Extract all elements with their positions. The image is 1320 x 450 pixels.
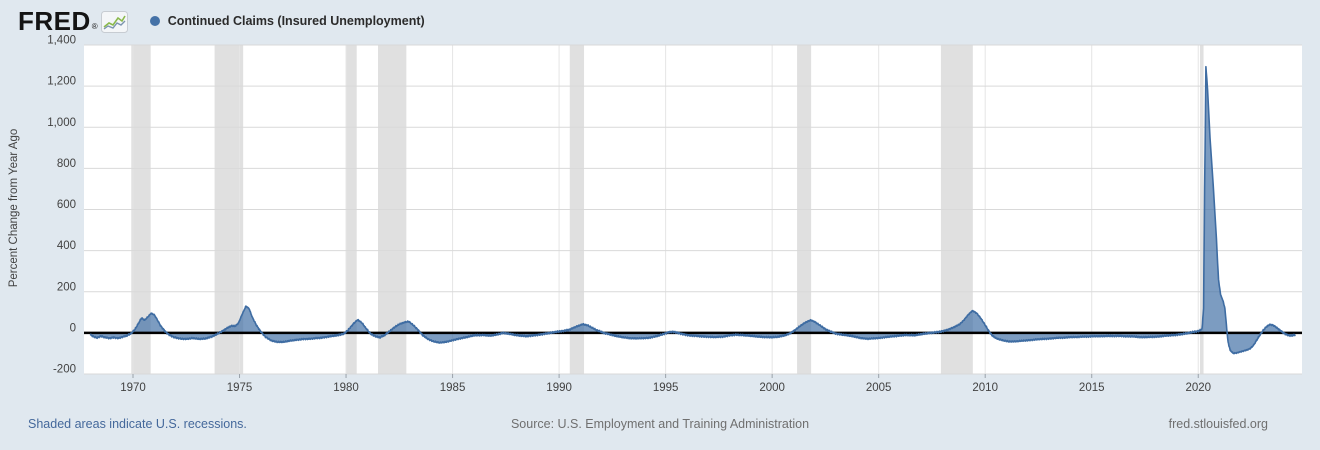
site-url-text: fred.stlouisfed.org [1168,417,1268,431]
y-tick-label: -200 [53,364,76,376]
x-tick-label: 2020 [1185,382,1211,394]
y-tick-label: 1,200 [47,76,76,88]
legend-item[interactable]: Continued Claims (Insured Unemployment) [149,14,425,28]
x-tick-label: 2000 [759,382,785,394]
source-text: Source: U.S. Employment and Training Adm… [510,417,810,431]
series-line [89,65,1296,355]
x-tick-label: 1985 [440,382,466,394]
chart-header: FRED ® Continued Claims (Insured Unemplo… [18,5,425,37]
y-tick-label: 200 [57,281,76,293]
fred-logo-text: FRED [18,6,91,36]
x-tick-label: 1995 [653,382,679,394]
y-tick-label: 1,400 [47,35,76,47]
x-tick-label: 2005 [866,382,892,394]
x-tick-label: 2010 [972,382,998,394]
fred-logo-sparkline-icon [100,11,128,33]
fred-logo[interactable]: FRED ® [18,8,128,34]
legend-marker-icon [149,16,160,26]
y-tick-label: 1,000 [47,117,76,129]
y-tick-label: 600 [57,199,76,211]
registered-trademark-symbol: ® [91,22,98,31]
y-tick-label: 0 [70,322,76,334]
legend-label: Continued Claims (Insured Unemployment) [167,14,425,28]
x-tick-label: 2015 [1079,382,1105,394]
x-tick-label: 1975 [227,382,253,394]
recession-note-link[interactable]: Shaded areas indicate U.S. recessions. [28,417,247,431]
y-tick-label: 800 [57,158,76,170]
chart-footer: Shaded areas indicate U.S. recessions. S… [0,417,1320,435]
x-tick-label: 1970 [120,382,146,394]
x-tick-label: 1990 [546,382,572,394]
y-tick-label: 400 [57,240,76,252]
x-tick-label: 1980 [333,382,359,394]
